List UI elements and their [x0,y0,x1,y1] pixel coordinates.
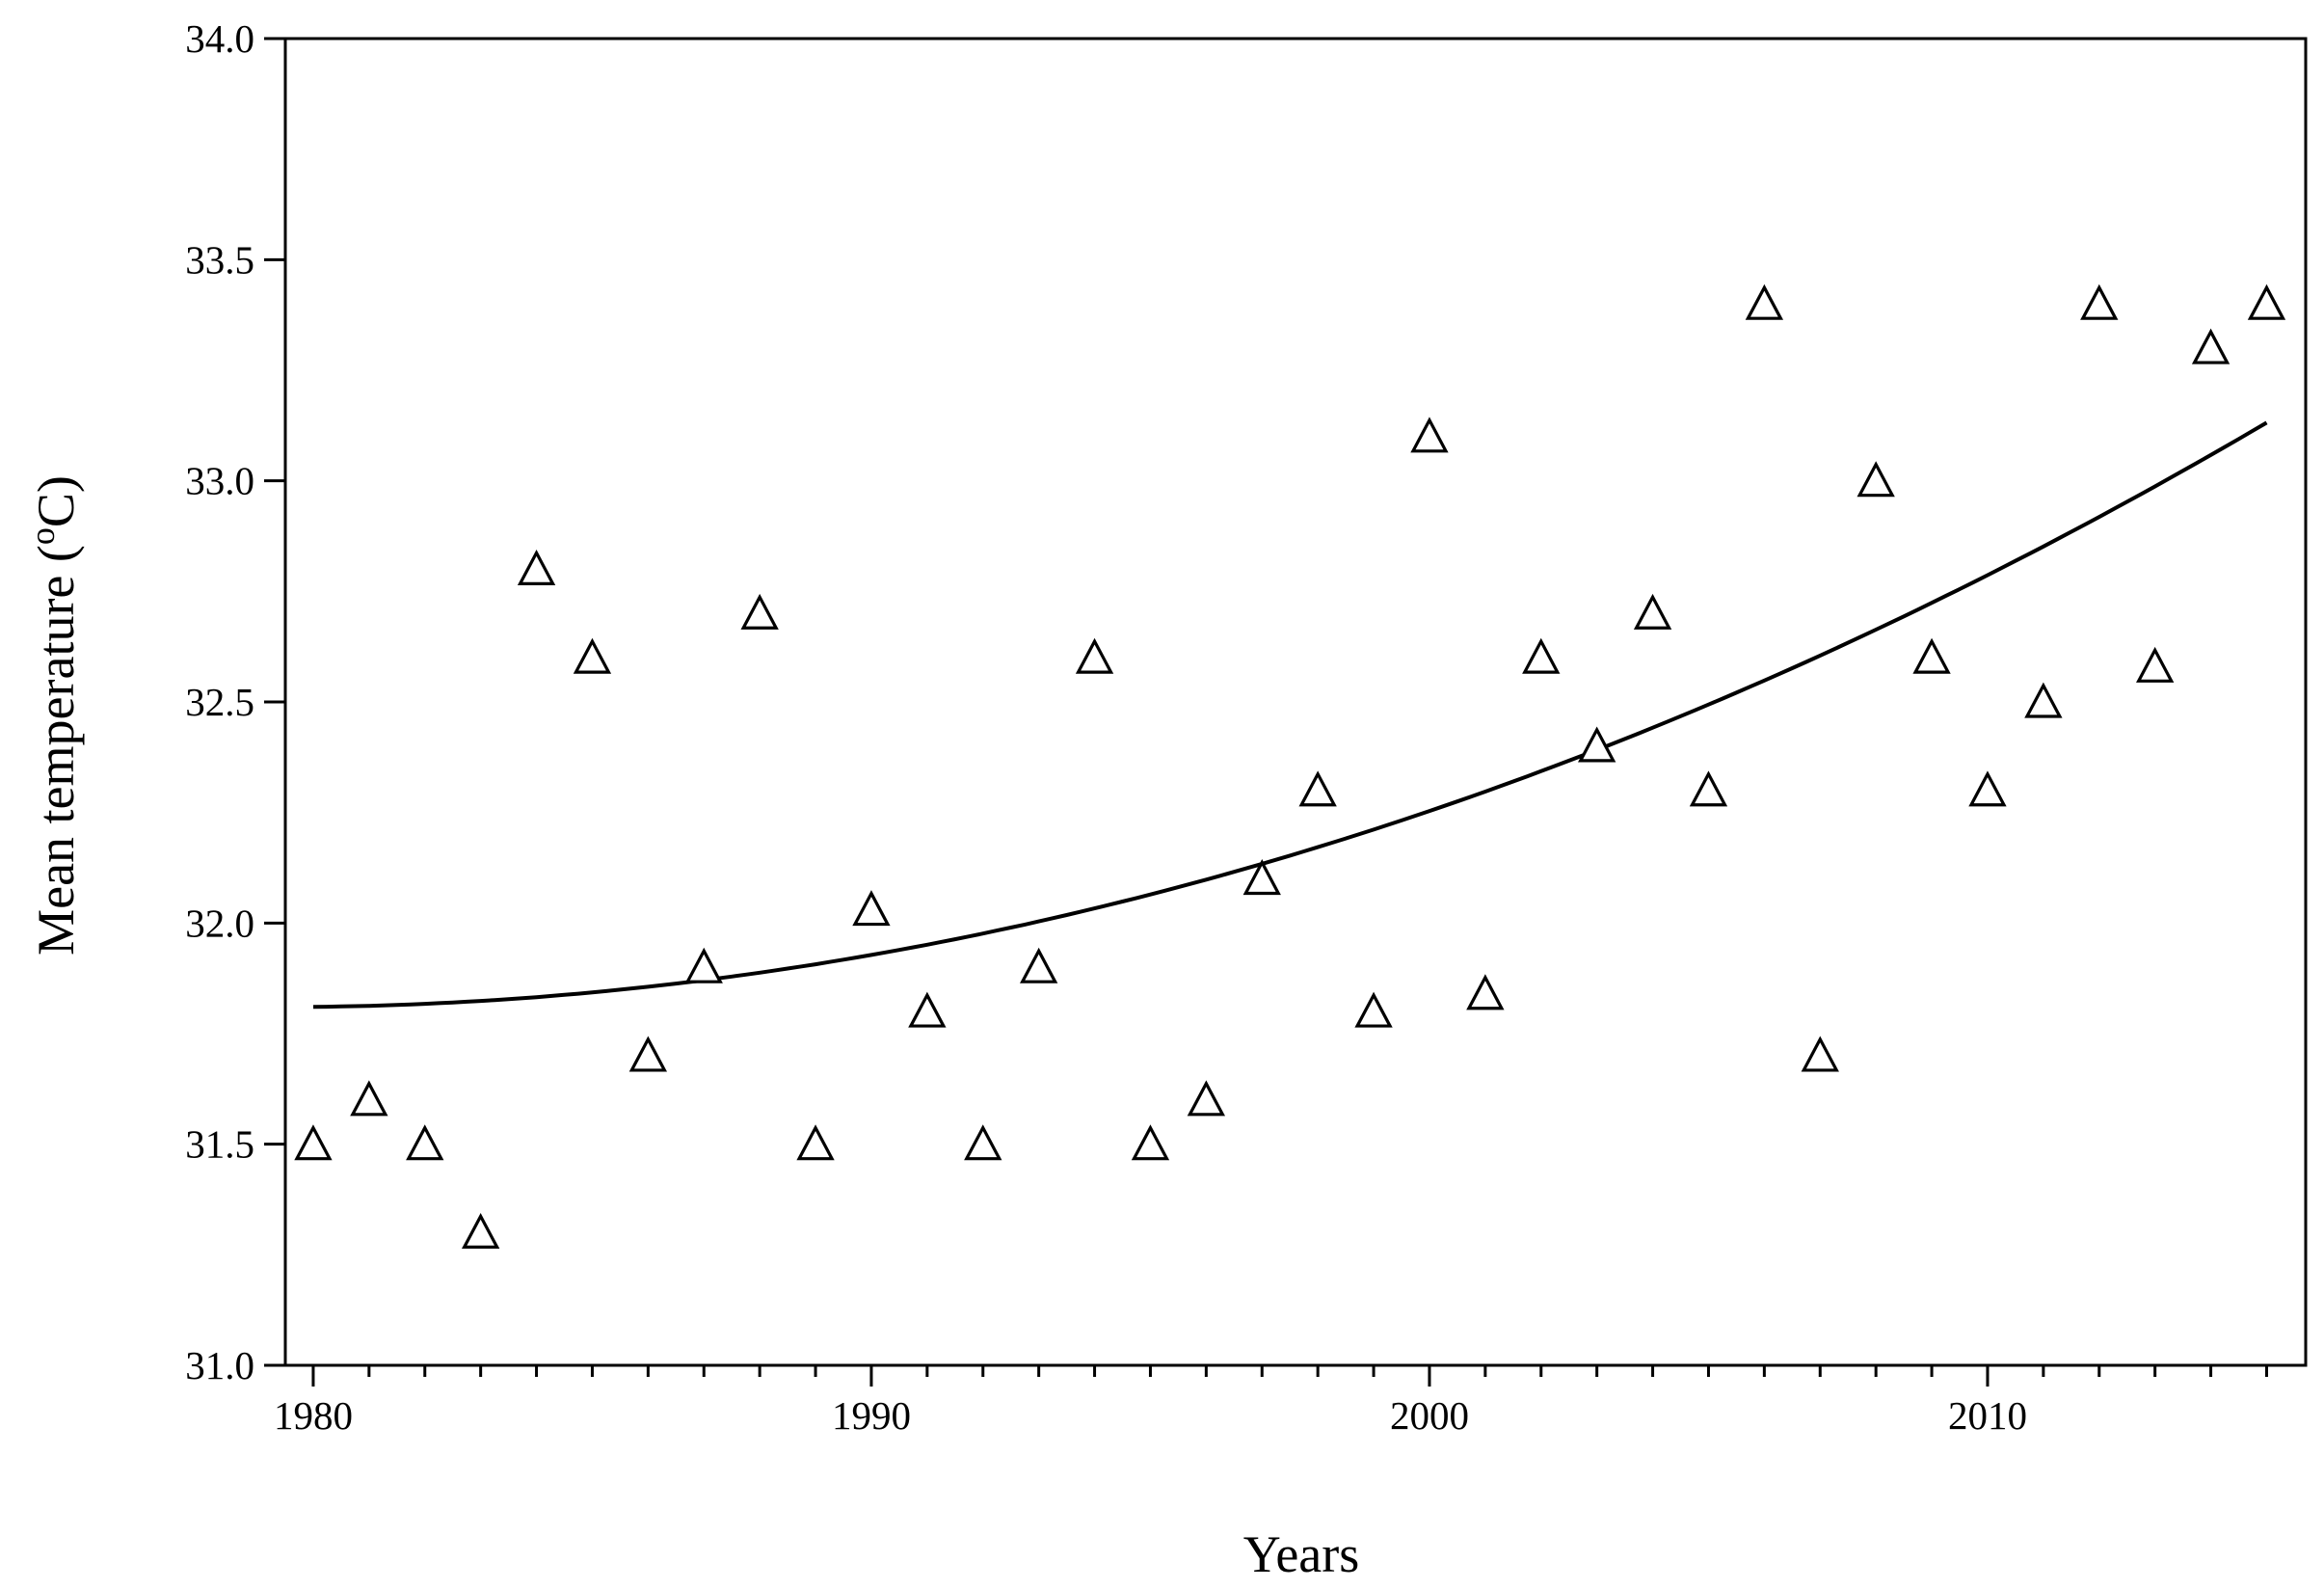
y-axis-title-unit: C) [27,475,85,527]
x-tick-label: 2000 [1390,1393,1469,1438]
plot-frame [283,37,2308,1367]
data-point [796,1124,835,1161]
data-point [1801,1036,1839,1072]
data-point [573,637,612,674]
data-point [1857,461,1895,498]
y-tick-label: 31.5 [185,1122,254,1167]
y-tick-label: 33.5 [185,237,254,282]
data-point [1745,283,1784,320]
x-axis: 1980 1990 2000 2010 [274,1365,2268,1438]
data-point [852,890,891,927]
data-point [2080,283,2119,320]
fit-curve [312,420,2268,1010]
y-tick-label: 34.0 [185,16,254,61]
data-point [964,1124,1002,1161]
data-point [294,1124,333,1161]
data-point [1633,593,1672,630]
y-axis-title: Mean temperature (oC) [23,475,85,956]
data-point [1689,770,1728,807]
y-axis-title-superscript: o [23,527,62,545]
y-tick-label: 32.5 [185,680,254,724]
data-point [684,947,723,983]
data-point [1522,637,1561,674]
data-point [517,549,556,586]
data-point [1912,637,1951,674]
data-point [1466,974,1505,1010]
data-point [628,1036,668,1072]
data-points [294,283,2286,1250]
y-tick-label: 32.0 [185,901,254,945]
data-point [406,1124,444,1161]
data-point [2024,682,2063,718]
data-point [1968,770,2007,807]
data-point [740,593,779,630]
data-point [2247,283,2286,320]
data-point [461,1212,500,1250]
x-tick-label: 1990 [832,1393,911,1438]
x-tick-label: 1980 [274,1393,353,1438]
y-axis-title-main: Mean temperature ( [27,545,85,956]
data-point [1075,637,1114,674]
data-point [1578,726,1616,763]
data-point [1410,417,1449,453]
y-tick-label: 33.0 [185,459,254,503]
data-point [2136,646,2175,683]
data-point [1298,770,1337,807]
data-point [350,1080,388,1117]
data-point [1242,859,1281,896]
data-point [1131,1124,1170,1161]
fit-curve-layer [312,420,2268,1010]
data-point [2191,328,2231,364]
x-axis-title: Years [1243,1525,1360,1583]
y-axis: 31.0 31.5 32.0 32.5 33.0 33.5 34.0 [185,16,285,1387]
x-tick-label: 2010 [1948,1393,2027,1438]
data-point [1187,1080,1226,1117]
data-point [908,991,947,1028]
plot-area [283,37,2308,1367]
data-point [1019,947,1058,983]
y-tick-label: 31.0 [185,1343,254,1387]
data-point [1354,991,1393,1028]
